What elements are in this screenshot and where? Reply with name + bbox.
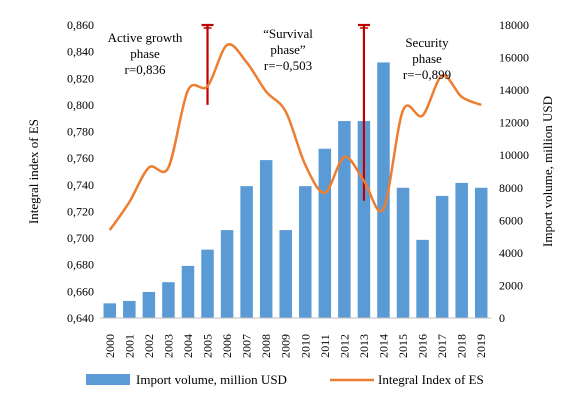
y2-tick-label: 2000 (499, 278, 523, 292)
y-tick-label: 0,860 (67, 18, 94, 32)
y-tick-label: 0,760 (67, 151, 94, 165)
y2-tick-label: 12000 (499, 116, 529, 130)
x-tick-label: 2017 (435, 334, 449, 358)
y2-axis-title: Import volume, million USD (540, 96, 555, 247)
x-tick-label: 2010 (298, 334, 312, 358)
x-tick-label: 2004 (181, 334, 195, 358)
bar (103, 303, 117, 318)
y-tick-label: 0,700 (67, 231, 94, 245)
y2-tick-label: 0 (499, 311, 505, 325)
x-tick-label: 2006 (220, 334, 234, 358)
x-tick-label: 2013 (357, 334, 371, 358)
phase-annotation: phase” (270, 42, 306, 57)
legend-swatch-bars (86, 374, 130, 385)
bar (220, 230, 234, 318)
x-tick-label: 2016 (416, 334, 430, 358)
bar (416, 239, 429, 318)
y2-tick-label: 4000 (499, 246, 523, 260)
y2-tick-label: 14000 (499, 83, 529, 97)
x-tick-label: 2008 (259, 334, 273, 358)
y-tick-label: 0,640 (67, 311, 94, 325)
phase-annotation: “Survival (263, 26, 313, 41)
bar (123, 300, 136, 318)
x-tick-label: 2014 (376, 334, 390, 358)
x-tick-label: 2001 (122, 334, 136, 358)
x-tick-label: 2018 (455, 334, 469, 358)
x-tick-label: 2000 (103, 334, 117, 358)
phase-annotation: r=0,836 (125, 62, 166, 77)
bar (435, 195, 449, 318)
bar (474, 187, 488, 318)
y-tick-label: 0,680 (67, 258, 94, 272)
y-tick-label: 0,840 (67, 45, 94, 59)
bar (142, 291, 156, 318)
phase-annotation: r=−0,503 (264, 58, 312, 73)
x-tick-label: 2015 (396, 334, 410, 358)
y-tick-label: 0,720 (67, 204, 94, 218)
bar (377, 62, 390, 318)
bar (181, 265, 195, 318)
phase-annotation: r=−0,899 (403, 67, 451, 82)
x-tick-label: 2002 (142, 334, 156, 358)
legend-label-bars: Import volume, million USD (136, 372, 287, 387)
bar (357, 121, 371, 319)
y-tick-label: 0,660 (67, 284, 94, 298)
bar (240, 186, 253, 318)
phase-annotation: phase (412, 51, 442, 66)
bar (396, 187, 410, 318)
phase-annotation: Security (405, 35, 449, 50)
bar (259, 160, 273, 318)
x-tick-label: 2005 (201, 334, 215, 358)
bar (279, 230, 292, 318)
y2-tick-label: 16000 (499, 51, 529, 65)
y-tick-label: 0,800 (67, 98, 94, 112)
bar (338, 121, 351, 319)
y-tick-label: 0,780 (67, 125, 94, 139)
x-tick-label: 2019 (474, 334, 488, 358)
y-tick-label: 0,820 (67, 71, 94, 85)
y2-tick-label: 8000 (499, 181, 523, 195)
y-tick-label: 0,740 (67, 178, 94, 192)
x-tick-label: 2009 (279, 334, 293, 358)
x-tick-label: 2011 (318, 334, 332, 358)
bar (318, 148, 332, 318)
phase-annotation: phase (130, 46, 160, 61)
y2-tick-label: 18000 (499, 18, 529, 32)
legend-label-line: Integral Index of ES (378, 372, 484, 387)
y-axis-title: Integral index of ES (26, 119, 41, 224)
bar (455, 182, 468, 318)
x-tick-label: 2003 (161, 334, 175, 358)
bar (201, 249, 214, 318)
bar (162, 282, 175, 318)
bar (299, 186, 312, 318)
series-line (108, 43, 482, 231)
y2-tick-label: 6000 (499, 213, 523, 227)
x-tick-label: 2007 (240, 334, 254, 358)
y2-tick-label: 10000 (499, 148, 529, 162)
phase-annotation: Active growth (108, 30, 183, 45)
x-tick-label: 2012 (337, 334, 351, 358)
